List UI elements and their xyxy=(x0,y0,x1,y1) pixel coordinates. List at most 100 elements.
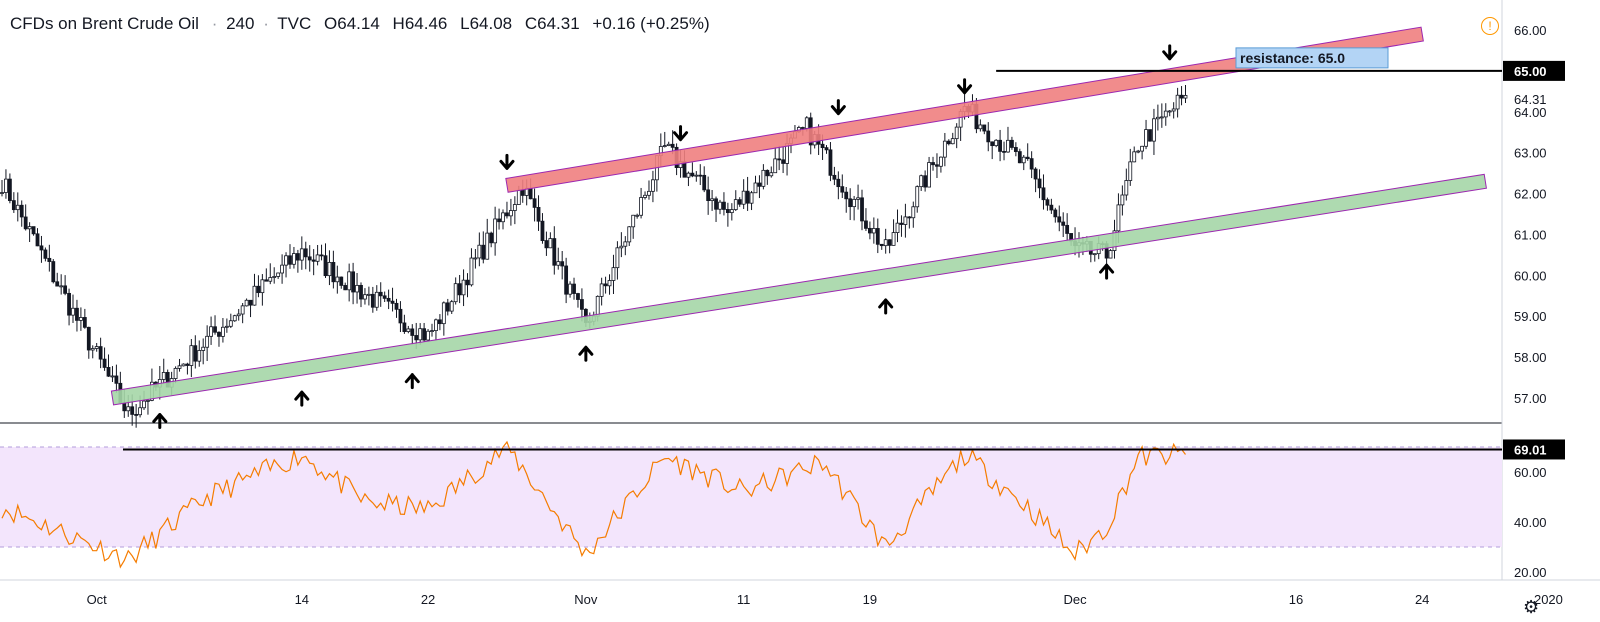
candle-body xyxy=(1021,156,1026,164)
candle-body xyxy=(248,299,253,306)
candle-body xyxy=(1065,224,1070,234)
candle-body xyxy=(990,141,995,147)
candle-body xyxy=(437,319,442,325)
candle-body xyxy=(643,194,647,198)
candle-body xyxy=(7,178,12,201)
price-axis-tick: 63.00 xyxy=(1514,146,1547,161)
candle-body xyxy=(682,161,687,178)
candle-body xyxy=(505,212,509,217)
candle-body xyxy=(386,297,391,302)
arrow-down-icon xyxy=(957,78,973,95)
candle-body xyxy=(1163,110,1168,118)
candle-body xyxy=(106,367,111,377)
candle-body xyxy=(512,204,517,211)
candle-body xyxy=(430,330,434,333)
candle-body xyxy=(319,254,324,257)
arrow-up-icon-shape xyxy=(152,413,168,430)
candle-body xyxy=(931,162,935,166)
candle-body xyxy=(110,375,115,378)
candle-body xyxy=(568,283,572,295)
candle-body xyxy=(769,172,774,177)
candle-body xyxy=(836,178,841,188)
candle-body xyxy=(887,239,892,246)
candle-body xyxy=(35,233,40,247)
candle-body xyxy=(982,124,987,132)
candle-body xyxy=(370,293,375,308)
candle-body xyxy=(177,365,182,369)
candle-body xyxy=(114,375,119,384)
alert-icon[interactable]: ! xyxy=(1481,17,1499,35)
candle-body xyxy=(856,197,860,200)
candle-body xyxy=(228,320,233,327)
candle-body xyxy=(102,358,107,368)
candle-body xyxy=(355,284,359,293)
candle-body xyxy=(1159,116,1164,119)
candle-body xyxy=(264,279,269,282)
last-price-label: 64.31 xyxy=(1514,92,1547,107)
candle-body xyxy=(1057,216,1062,223)
rsi-level-tag-text: 69.01 xyxy=(1514,442,1547,457)
candle-body xyxy=(1037,178,1042,189)
candle-body xyxy=(134,414,139,416)
candle-body xyxy=(761,169,766,187)
candle-body xyxy=(765,169,770,177)
arrow-down-icon-shape xyxy=(957,78,973,95)
candle-body xyxy=(276,272,281,277)
candle-body xyxy=(509,210,513,217)
candle-body xyxy=(868,227,872,234)
candle-body xyxy=(1010,139,1014,148)
candle-body xyxy=(927,162,931,188)
candle-body xyxy=(477,244,482,259)
candle-body xyxy=(434,319,438,332)
candle-body xyxy=(599,283,604,297)
candle-body xyxy=(907,216,912,219)
candle-body xyxy=(540,220,545,242)
candle-body xyxy=(240,305,245,315)
candle-body xyxy=(1183,95,1188,99)
price-axis-tick: 64.00 xyxy=(1514,105,1547,120)
candle-body xyxy=(911,206,916,219)
close-value: 64.31 xyxy=(537,14,580,33)
candle-body xyxy=(619,245,624,249)
candle-body xyxy=(536,206,541,222)
candle-body xyxy=(1053,209,1058,218)
candle-body xyxy=(217,331,221,337)
candle-body xyxy=(181,363,186,367)
candle-body xyxy=(426,330,430,341)
candle-body xyxy=(1140,145,1145,152)
candle-body xyxy=(31,226,36,235)
high-value: 64.46 xyxy=(404,14,448,33)
candle-body xyxy=(63,285,68,294)
candle-body xyxy=(639,197,643,216)
candle-body xyxy=(201,346,206,351)
candle-body xyxy=(272,276,277,278)
candle-body xyxy=(59,285,64,288)
candle-body xyxy=(55,281,60,287)
arrow-down-icon xyxy=(1162,44,1178,61)
candle-body xyxy=(19,204,24,218)
arrow-up-icon-shape xyxy=(1099,263,1115,280)
arrow-down-icon-shape xyxy=(673,125,689,142)
arrow-down-icon xyxy=(830,99,846,116)
candle-body xyxy=(205,335,210,348)
candle-body xyxy=(347,271,352,291)
candle-body xyxy=(1167,110,1172,113)
candle-body xyxy=(1155,116,1160,120)
open-value: 64.14 xyxy=(337,14,380,33)
symbol-name[interactable]: CFDs on Brent Crude Oil xyxy=(10,14,199,33)
candle-body xyxy=(414,335,419,341)
interval-label[interactable]: 240 xyxy=(226,14,255,33)
candle-body xyxy=(27,226,32,230)
candle-body xyxy=(303,248,308,258)
candle-body xyxy=(1124,180,1129,196)
candle-body xyxy=(445,302,450,312)
candle-body xyxy=(461,279,466,296)
gear-icon[interactable]: ⚙ xyxy=(1523,597,1540,618)
candle-body xyxy=(725,209,730,214)
time-axis-tick: Oct xyxy=(87,592,108,607)
candle-body xyxy=(710,198,714,201)
resistance-level-tag-text: 65.00 xyxy=(1514,64,1547,79)
candle-body xyxy=(15,204,20,211)
candle-body xyxy=(848,198,853,208)
